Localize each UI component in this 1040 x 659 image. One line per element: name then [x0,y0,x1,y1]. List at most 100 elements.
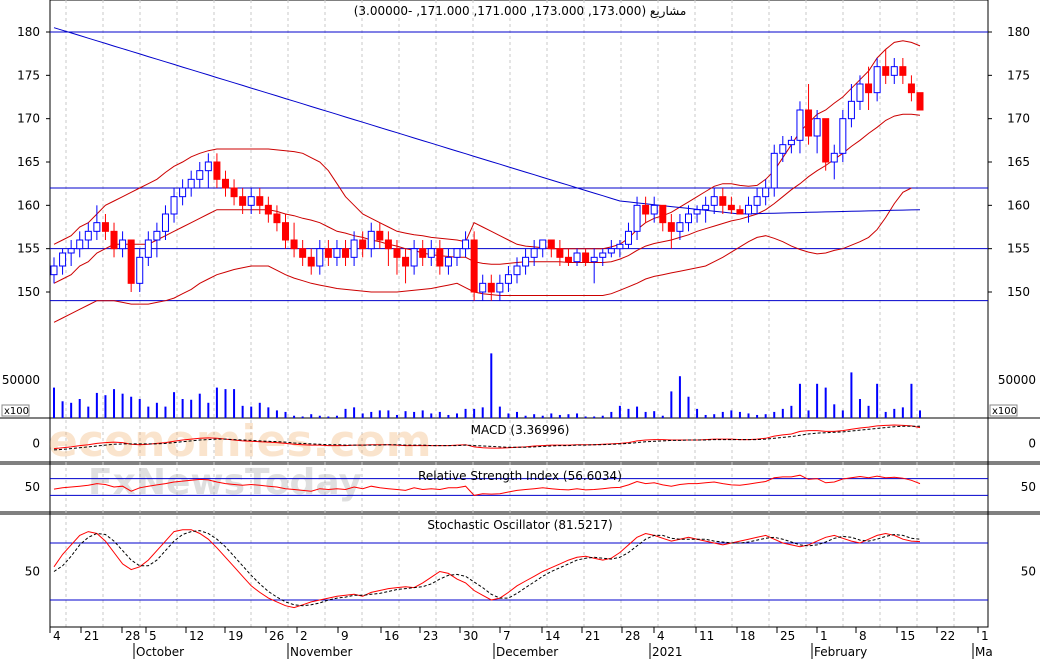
candle-up [410,248,418,267]
time-day-label: 5 [149,629,157,643]
time-month-label: December [496,645,558,659]
candle-down [436,248,444,267]
candle-down [282,222,290,241]
stochastic-k-line [53,529,921,609]
time-day-label: 7 [503,629,511,643]
candle-down [101,222,109,232]
time-day-label: 4 [657,629,665,643]
price-tick-label-right: 160 [1007,198,1030,212]
candle-down [547,239,555,250]
stochastic-d-line [53,530,921,607]
time-month-label: Ma [975,645,993,659]
candle-up [479,282,487,293]
time-day-label: 23 [423,629,438,643]
time-month-label: November [290,645,352,659]
candle-up [890,66,898,76]
candle-up [76,239,84,250]
horizontal-levels [50,31,988,302]
volume-unit-box-left [1,404,30,417]
rsi-tick-label-left: 50 [25,480,40,494]
candle-up [796,109,804,141]
price-tick-label-right: 170 [1007,112,1030,126]
stochastic-tick-label-right: 50 [1021,565,1036,579]
candle-down [882,66,890,76]
candle-up [762,187,770,198]
candle-up [633,204,641,232]
candle-up [710,196,718,206]
volume-tick-label-left: 50000 [2,373,40,387]
candle-down [273,213,281,224]
candle-up [144,239,152,258]
candle-up [599,252,607,258]
candle-up [873,66,881,94]
candle-down [307,256,315,267]
candle-up [161,213,169,232]
candle-down [659,204,667,224]
watermark: economies.com FxNewsToday [48,416,432,503]
candle-up [770,152,778,189]
candle-up [787,139,795,146]
time-day-label: 25 [780,629,795,643]
candle-up [847,100,855,120]
time-day-label: 22 [940,629,955,643]
candle-up [684,213,692,224]
volume-unit-label-right: x100 [992,406,1017,417]
chart-grid [65,0,955,627]
rsi-title: Relative Strength Index (56.6034) [418,469,622,483]
candle-up [153,230,161,241]
price-tick-label-left: 175 [17,68,40,82]
time-day-label: 14 [545,629,560,643]
candle-up [624,230,632,245]
candle-up [693,209,701,215]
candle-up [50,265,58,276]
candle-up [67,248,75,254]
price-tick-label-right: 165 [1007,155,1030,169]
candle-up [839,118,847,154]
bollinger-middle [53,113,921,284]
time-day-label: 1 [981,629,989,643]
candle-down [299,248,307,258]
macd-signal-line [53,425,920,451]
time-day-label: 8 [859,629,867,643]
candle-down [290,239,298,250]
candle-down [221,178,229,189]
candle-down [359,239,367,250]
candle-up [136,256,144,284]
chart-title: مشاريع (173.000, 173.000, 171.000, 171.0… [354,4,687,19]
price-tick-label-left: 170 [17,112,40,126]
candle-up [462,239,470,250]
stochastic-panel: 50 50 [25,529,1036,609]
candle-down [384,239,392,250]
candle-up [650,204,658,215]
candle-down [487,282,495,293]
candle-down [736,209,744,215]
volume-bars: 50000 50000 x100 x100 [1,353,1036,418]
plot-frame [49,0,989,628]
candle-up [753,196,761,206]
candle-up [84,230,92,241]
candle-up [350,239,358,258]
candle-down [402,256,410,267]
candle-up [119,239,127,250]
candle-down [110,230,118,250]
candle-up [427,248,435,258]
candle-down [865,83,873,94]
candle-up [333,248,341,258]
candle-down [230,187,238,198]
candle-up [702,204,710,211]
candle-up [179,187,187,198]
volume-unit-label-left: x100 [4,406,29,417]
time-day-label: 16 [384,629,399,643]
macd-tick-label-right: 0 [1028,436,1036,450]
time-day-label: 4 [53,629,61,643]
bollinger-bands [53,40,921,323]
time-day-label: 15 [900,629,915,643]
stochastic-title: Stochastic Oscillator (81.5217) [427,518,612,532]
candle-down [805,109,813,137]
macd-title: MACD (3.36996) [471,423,570,437]
candle-up [247,196,255,206]
candle-up [453,248,461,258]
watermark-line2: FxNewsToday [88,462,362,503]
candle-down [719,196,727,206]
